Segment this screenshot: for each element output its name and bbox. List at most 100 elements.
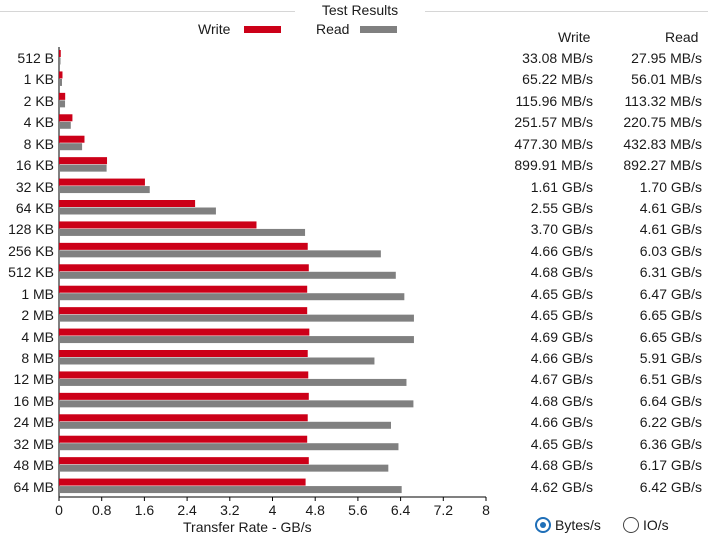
read-value: 892.27 MB/s — [623, 157, 702, 174]
write-bar — [59, 135, 85, 143]
write-bar — [59, 92, 66, 100]
category-label: 12 MB — [13, 371, 54, 388]
write-value: 4.66 GB/s — [530, 350, 593, 366]
write-value: 33.08 MB/s — [522, 50, 593, 66]
write-bar — [59, 435, 308, 443]
write-value: 4.67 GB/s — [530, 371, 593, 388]
write-bar — [59, 264, 309, 272]
legend-write-label: Write — [198, 21, 231, 37]
read-bar — [59, 207, 216, 215]
write-bar — [59, 307, 308, 315]
read-bar — [59, 378, 407, 386]
read-value: 4.61 GB/s — [639, 221, 702, 238]
read-column-header: Read — [665, 29, 699, 45]
write-bar — [59, 457, 309, 465]
read-value: 6.65 GB/s — [639, 328, 702, 345]
read-value: 6.17 GB/s — [639, 457, 702, 474]
read-bar — [59, 271, 396, 279]
category-label: 8 MB — [21, 350, 54, 366]
read-value: 6.03 GB/s — [639, 242, 702, 259]
read-value: 6.36 GB/s — [639, 435, 702, 452]
category-label: 512 B — [17, 50, 54, 66]
io-per-sec-radio[interactable]: IO/s — [623, 515, 669, 535]
bytes-per-sec-radio[interactable]: Bytes/s — [535, 515, 601, 535]
category-label: 512 KB — [8, 264, 54, 281]
write-bar — [59, 478, 306, 486]
category-label: 1 MB — [21, 285, 54, 302]
read-value: 6.64 GB/s — [639, 392, 702, 409]
write-value: 4.68 GB/s — [530, 457, 593, 474]
category-label: 64 KB — [15, 200, 54, 216]
write-bar — [59, 242, 308, 250]
group-box-border-right — [425, 11, 708, 12]
read-value: 56.01 MB/s — [631, 71, 702, 88]
write-bar — [59, 371, 309, 379]
write-value: 477.30 MB/s — [514, 135, 593, 152]
read-value: 113.32 MB/s — [624, 92, 702, 109]
read-bar — [59, 486, 402, 494]
read-bar — [59, 464, 389, 472]
read-value: 6.65 GB/s — [639, 307, 702, 324]
write-bar — [59, 71, 63, 79]
category-label: 256 KB — [8, 242, 54, 259]
read-value: 6.31 GB/s — [639, 264, 702, 281]
write-value: 251.57 MB/s — [514, 114, 593, 131]
radio-selected-icon — [535, 517, 551, 533]
read-value: 6.47 GB/s — [639, 285, 702, 302]
read-value: 6.42 GB/s — [639, 478, 702, 495]
write-value: 4.69 GB/s — [530, 328, 593, 345]
write-value: 4.66 GB/s — [530, 242, 593, 259]
write-bar — [59, 50, 61, 57]
read-bar — [59, 57, 61, 65]
write-value: 3.70 GB/s — [530, 221, 593, 238]
read-value: 432.83 MB/s — [623, 135, 702, 152]
category-label: 4 KB — [23, 114, 54, 131]
category-label: 4 MB — [21, 328, 54, 345]
x-tick-label: 8 — [482, 502, 490, 518]
read-bar — [59, 314, 414, 322]
read-value: 5.91 GB/s — [639, 350, 702, 366]
category-label: 32 KB — [15, 178, 54, 195]
write-bar — [59, 157, 108, 165]
write-column-header: Write — [558, 29, 591, 45]
category-label: 8 KB — [23, 135, 54, 152]
x-tick-label: 1.6 — [135, 502, 155, 518]
read-bar — [59, 100, 66, 108]
x-tick-label: 0.8 — [92, 502, 112, 518]
category-label: 2 KB — [23, 92, 54, 109]
write-value: 4.65 GB/s — [530, 307, 593, 324]
read-bar — [59, 164, 107, 172]
write-bar — [59, 350, 308, 357]
bytes-per-sec-label: Bytes/s — [555, 517, 601, 533]
category-label: 128 KB — [8, 221, 54, 238]
write-bar — [59, 285, 308, 293]
read-value: 220.75 MB/s — [623, 114, 702, 131]
legend-write-swatch — [244, 26, 281, 33]
x-tick-label: 4 — [269, 502, 277, 518]
category-label: 16 KB — [15, 157, 54, 174]
write-value: 1.61 GB/s — [530, 178, 593, 195]
read-bar — [59, 143, 83, 151]
read-bar — [59, 443, 399, 451]
category-label: 48 MB — [13, 457, 54, 474]
read-value: 4.61 GB/s — [639, 200, 702, 216]
read-value: 27.95 MB/s — [631, 50, 702, 66]
read-bar — [59, 121, 71, 129]
category-label: 64 MB — [13, 478, 54, 495]
write-value: 4.68 GB/s — [530, 392, 593, 409]
read-value: 1.70 GB/s — [639, 178, 702, 195]
group-box-border-left — [0, 11, 295, 12]
write-value: 65.22 MB/s — [522, 71, 593, 88]
write-bar — [59, 221, 257, 229]
x-tick-label: 5.6 — [348, 502, 368, 518]
category-label: 2 MB — [21, 307, 54, 324]
x-tick-label: 2.4 — [177, 502, 197, 518]
read-bar — [59, 250, 381, 258]
x-tick-label: 3.2 — [220, 502, 240, 518]
write-value: 4.68 GB/s — [530, 264, 593, 281]
write-value: 4.66 GB/s — [530, 414, 593, 431]
category-label: 16 MB — [13, 392, 54, 409]
write-value: 4.65 GB/s — [530, 285, 593, 302]
write-value: 2.55 GB/s — [530, 200, 593, 216]
